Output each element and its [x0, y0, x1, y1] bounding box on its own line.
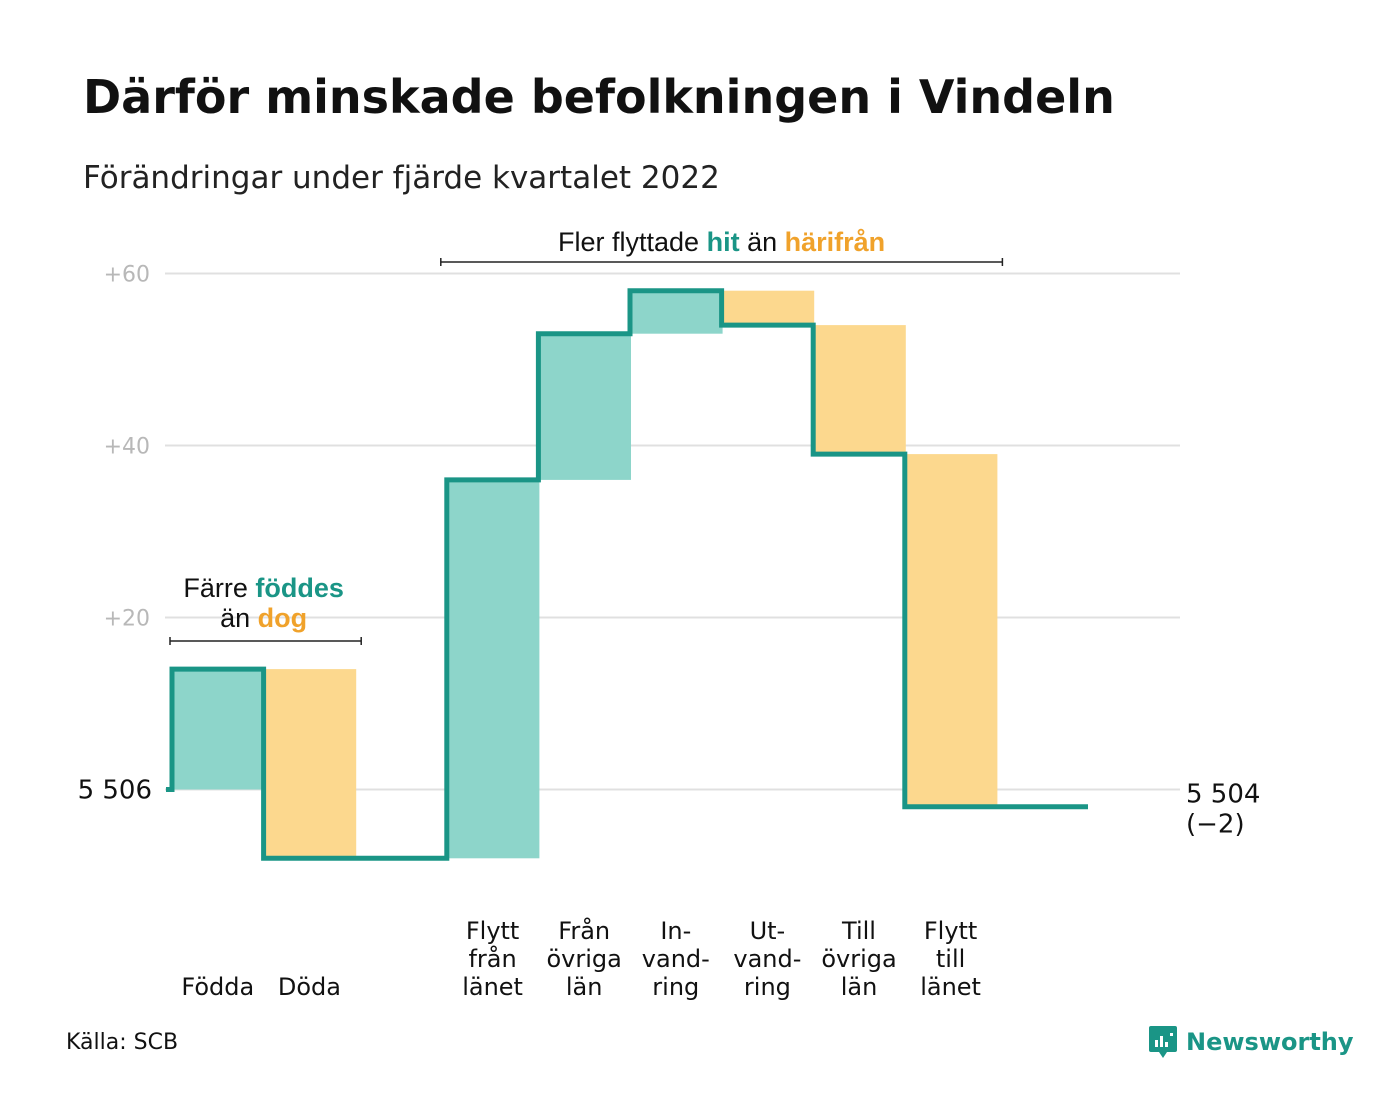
- start-value-label: 5 506: [78, 776, 152, 806]
- annotation-highlight-teal: hit: [707, 227, 740, 257]
- cumulative-step-line: [166, 288, 1088, 861]
- category-label: Flytt: [924, 917, 978, 945]
- category-label: vand-: [733, 945, 801, 973]
- births-deaths-annotation-line1: Färre föddes: [183, 573, 344, 603]
- source-note: Källa: SCB: [66, 1030, 179, 1055]
- category-label: övriga: [821, 945, 896, 973]
- increase-bar: [632, 290, 723, 334]
- category-label: Ut-: [750, 917, 786, 945]
- increase-bar: [540, 333, 631, 480]
- annotation-text: Färre: [183, 573, 255, 603]
- annotation-highlight-orange: härifrån: [785, 227, 886, 257]
- births-deaths-annotation-line2: än dog: [220, 603, 307, 633]
- migration-annotation: Fler flyttade hit än härifrån: [558, 227, 885, 257]
- category-label: län: [566, 973, 603, 1001]
- increase-bar: [174, 669, 265, 790]
- category-label: till: [936, 945, 965, 973]
- migration-bracket: [440, 258, 1004, 266]
- births-deaths-bracket: [169, 637, 362, 645]
- category-label: ring: [652, 973, 699, 1001]
- annotation-text: än: [220, 603, 258, 633]
- brand-name: Newsworthy: [1186, 1028, 1354, 1056]
- annotation-highlight-teal: föddes: [255, 573, 344, 603]
- category-label: Till: [841, 917, 876, 945]
- decrease-bar: [815, 325, 906, 455]
- annotation-highlight-orange: dog: [258, 603, 307, 633]
- category-label: Födda: [181, 973, 254, 1001]
- category-label: län: [841, 973, 878, 1001]
- y-tick-label: +40: [104, 435, 150, 460]
- increase-bar: [448, 479, 540, 859]
- annotation-text: än: [740, 227, 785, 257]
- decrease-bar: [906, 454, 998, 807]
- decrease-bar: [265, 669, 357, 859]
- end-value-label: 5 504: [1186, 780, 1260, 810]
- category-label: ring: [744, 973, 791, 1001]
- end-change-label: (−2): [1186, 810, 1245, 840]
- category-label: länet: [920, 973, 981, 1001]
- category-label: från: [468, 944, 516, 973]
- category-label: Från: [558, 916, 610, 945]
- brand-logo: Newsworthy: [1148, 1024, 1354, 1060]
- category-label: Döda: [278, 973, 341, 1001]
- category-label: övriga: [547, 945, 622, 973]
- y-tick-label: +20: [104, 607, 150, 632]
- newsworthy-logo-icon: [1149, 1026, 1177, 1058]
- chart-subtitle: Förändringar under fjärde kvartalet 2022: [83, 160, 720, 196]
- y-tick-label: +60: [104, 263, 150, 288]
- category-label: Flytt: [466, 917, 520, 945]
- category-label: länet: [462, 973, 523, 1001]
- annotation-text: Fler flyttade: [558, 227, 707, 257]
- category-label: vand-: [642, 945, 710, 973]
- category-label: In-: [660, 917, 691, 945]
- decrease-bar: [723, 290, 815, 326]
- chart-title: Därför minskade befolkningen i Vindeln: [83, 70, 1115, 124]
